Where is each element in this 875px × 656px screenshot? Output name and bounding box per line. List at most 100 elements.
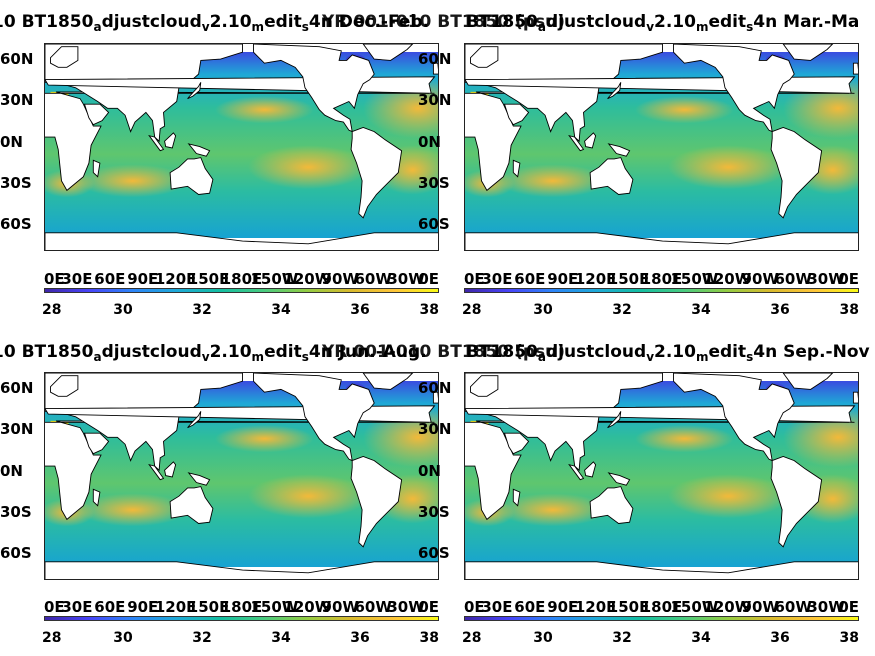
panel-3-colorbar-tick-label: 32	[192, 630, 212, 646]
panel-4-xticks: 0E 30E 60E 90E 120E 150E 180E 150W 120W 90W 60W 30W…	[464, 598, 859, 616]
panel-2-title-part: m	[695, 20, 709, 34]
panel-3-land	[148, 463, 165, 481]
panel-3-salinity-blob	[77, 493, 188, 527]
panel-4-xtick-label: 120E	[574, 598, 617, 616]
panel-4-land	[584, 461, 597, 478]
panel-3-xtick-label: 90W	[321, 598, 359, 616]
panel-3-land	[45, 420, 430, 521]
panel-3-ytick-label: 60N	[0, 379, 34, 398]
panel-2-xtick-label: 120W	[703, 270, 752, 288]
panel-2-title-part: s	[746, 20, 754, 34]
panel-2-ytick-label: 0N	[418, 132, 441, 151]
panel-1-ytick-label: 0N	[0, 132, 23, 151]
panel-4-xtick-label: 60W	[774, 598, 812, 616]
panel-3-title: 10 BT1850adjustcloudv2.10medits4n Jun.-A…	[0, 342, 427, 367]
panel-1-land	[45, 91, 430, 192]
panel-2-xtick-label: 0E	[464, 270, 485, 288]
panel-1-ytick-label: 30S	[0, 173, 32, 192]
panel-2-land	[470, 46, 499, 68]
panel-4-colorbar-tick-label: 28	[462, 630, 482, 646]
panel-3-land	[169, 486, 214, 524]
panel-1-colorbar-tick-label: 38	[419, 302, 439, 318]
panel-1-land	[92, 159, 101, 178]
panel-2-xtick-label: 120E	[574, 270, 617, 288]
panel-4-xtick-label: 0E	[464, 598, 485, 616]
panel-4-map-svg	[465, 373, 858, 579]
panel-4-xtick-label: 90W	[741, 598, 779, 616]
panel-3-land	[187, 472, 211, 486]
panel-3-colorbar-ticks: 28 30 32 34 36 38	[42, 630, 439, 648]
panel-1-title-part: 4n Dec.-Feb.	[308, 12, 430, 32]
panel-2-xtick-label: 90W	[741, 270, 779, 288]
panel-3-xtick-label: 120E	[154, 598, 197, 616]
panel-2-title-part: edit	[708, 12, 747, 32]
panel-3-title-part: m	[251, 350, 265, 364]
panel-4-land	[512, 488, 521, 507]
panel-4-colorbar	[464, 616, 859, 621]
panel-4-title-part: s	[746, 350, 754, 364]
panel-1-land	[45, 232, 438, 250]
panel-4-title-part: 2.10	[654, 342, 696, 362]
panel-1-xtick-label: 30E	[61, 270, 93, 288]
panel-3-colorbar-tick-label: 38	[419, 630, 439, 646]
panel-2-colorbar-tick-label: 32	[612, 302, 632, 318]
panel-2-colorbar-tick-label: 28	[462, 302, 482, 318]
panel-2-colorbar-ticks: 28 30 32 34 36 38	[462, 302, 859, 320]
panel-3-ytick-label: 60S	[0, 543, 32, 562]
panel-3-land	[350, 456, 403, 548]
panel-1-colorbar-tick-label: 28	[42, 302, 62, 318]
panel-4-land	[568, 463, 585, 481]
panel-4-map	[464, 372, 859, 580]
panel-3-ytick-label: 30N	[0, 420, 34, 439]
panel-1-colorbar-tick-label: 32	[192, 302, 212, 318]
panel-3-ytick-label: 0N	[0, 461, 23, 480]
panel-3-map	[44, 372, 439, 580]
panel-4-xtick-label: 0E	[838, 598, 859, 616]
panel-3-title-part: a	[93, 350, 102, 364]
panel-2-colorbar-tick-label: 30	[533, 302, 553, 318]
panel-1-title: 10 BT1850adjustcloudv2.10medits4n Dec.-F…	[0, 12, 429, 37]
panel-4-xtick-label: 180E	[640, 598, 683, 616]
panel-3-overlay-title: YR 001-010 BT1850 (psu)	[322, 342, 565, 362]
panel-4-xtick-label: 150W	[670, 598, 719, 616]
panel-2-land	[673, 44, 795, 133]
panel-4-land	[607, 472, 631, 486]
panel-3-land	[362, 373, 414, 390]
panel-2-ytick-label: 60N	[418, 50, 452, 69]
panel-3-land	[253, 373, 375, 462]
panel-2-title-part: BT1850	[466, 12, 538, 32]
panel-3-salinity-blob	[247, 474, 369, 519]
panel-2-xtick-label: 60E	[514, 270, 546, 288]
panel-2-land	[503, 103, 530, 126]
panel-2-land	[782, 44, 834, 61]
panel-3-map-svg	[45, 373, 438, 579]
panel-2-land	[465, 91, 850, 192]
panel-2-title: BT1850adjustcloudv2.10medits4n Mar.-Ma	[466, 12, 859, 37]
panel-1-ytick-label: 30N	[0, 91, 34, 110]
panel-1-land	[187, 82, 202, 100]
panel-1-title-part: 2.10	[209, 12, 252, 32]
panel-3-salinity-blob	[215, 425, 314, 453]
panel-2-salinity-blob	[497, 164, 608, 198]
panel-1-map-svg	[45, 44, 438, 250]
panel-2-colorbar-tick-label: 38	[839, 302, 859, 318]
panel-4-xtick-label: 30E	[481, 598, 513, 616]
panel-1-land	[45, 44, 243, 143]
panel-1-xtick-label: 180E	[220, 270, 263, 288]
panel-3-land	[83, 432, 110, 455]
panel-2-ytick-label: 30N	[418, 91, 452, 110]
panel-3-colorbar-tick-label: 34	[271, 630, 291, 646]
panel-3-xtick-label: 60E	[94, 598, 126, 616]
panel-1-xtick-label: 120W	[283, 270, 332, 288]
panel-2-xtick-label: 150W	[670, 270, 719, 288]
panel-4-title-part: a	[537, 350, 546, 364]
panel-1-xtick-label: 90W	[321, 270, 359, 288]
panel-2-land	[770, 127, 823, 219]
panel-1-land	[432, 62, 438, 75]
panel-4-land	[589, 486, 634, 524]
panel-4-land	[673, 373, 795, 462]
panel-2-title-part: v	[646, 20, 655, 34]
panel-3-xtick-label: 150W	[250, 598, 299, 616]
panel-1-xtick-label: 60W	[354, 270, 392, 288]
panel-1-title-part: djustcloud	[101, 12, 202, 32]
